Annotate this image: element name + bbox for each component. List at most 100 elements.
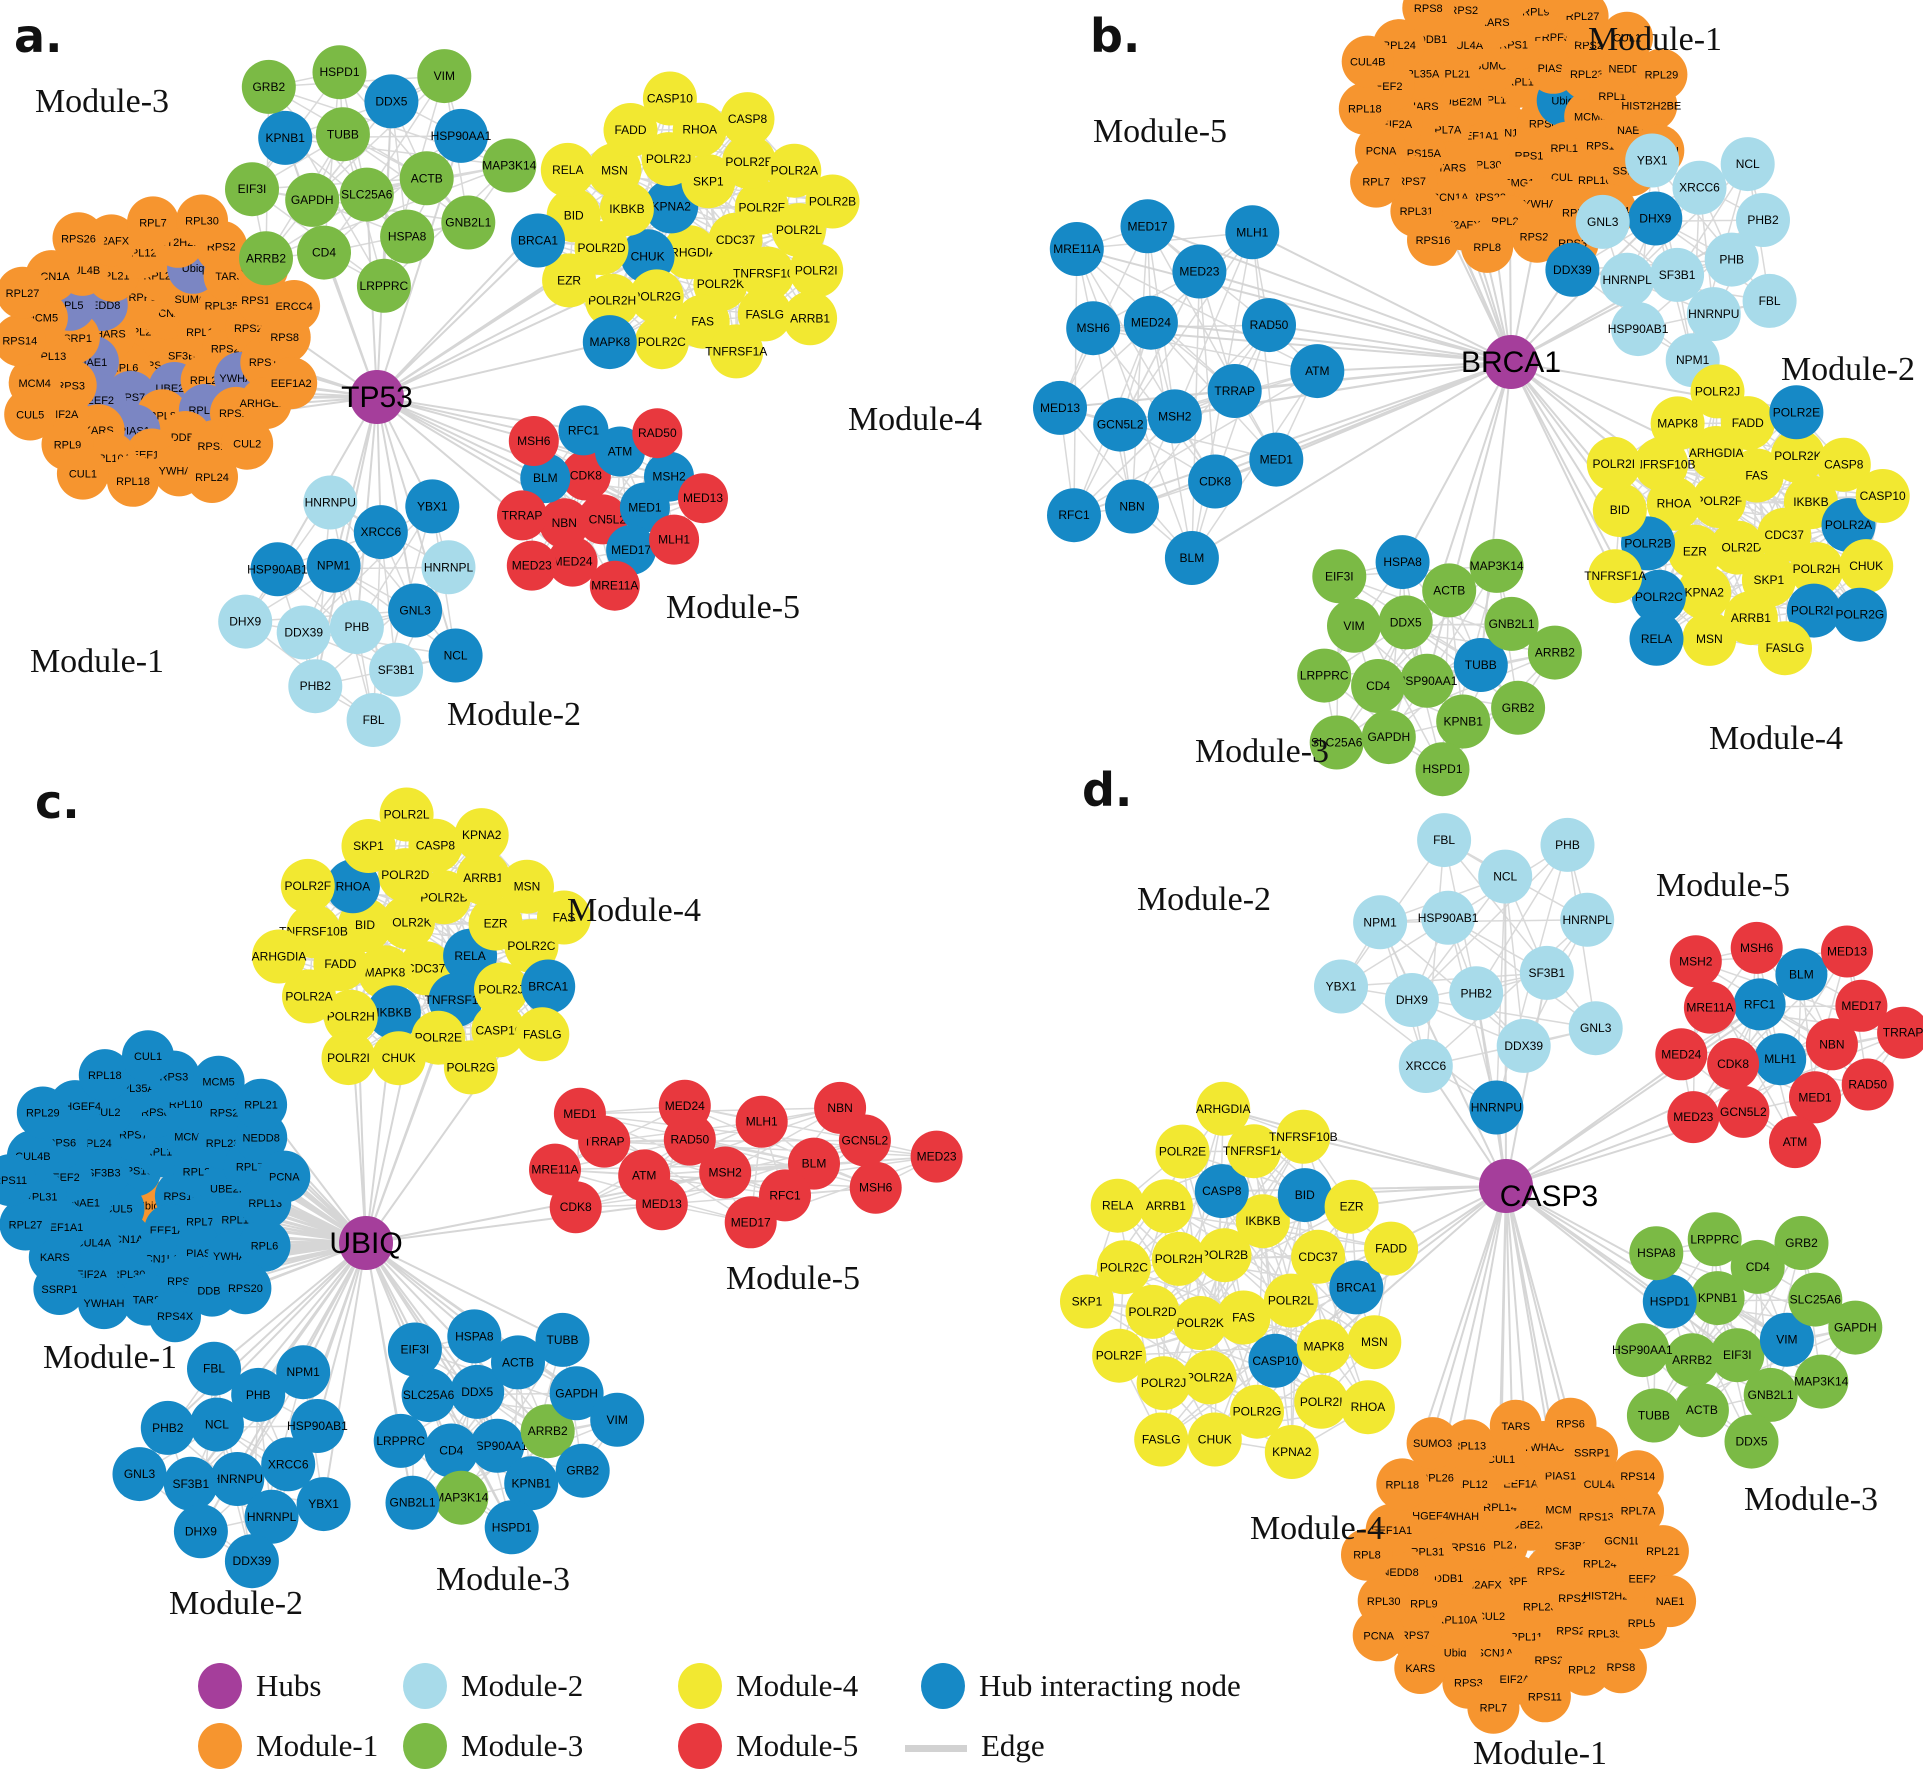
node-label: RPL10A	[1436, 1615, 1478, 1627]
node-label: MSH6	[1077, 321, 1111, 335]
module-label-module-4: Module-4	[848, 401, 982, 438]
node-VIM	[417, 49, 472, 104]
node-GAPDH	[1361, 710, 1416, 765]
node-label: TARS	[1438, 162, 1467, 174]
node-CASP8	[720, 92, 775, 147]
node-label: RPS2	[1537, 1566, 1566, 1578]
node-POLR2K	[1173, 1296, 1228, 1350]
node-LRPPRC	[1687, 1212, 1742, 1267]
node-label: RPL27	[6, 288, 40, 300]
node-PCNA	[1352, 1609, 1405, 1662]
node-label: PCNA	[269, 1172, 300, 1184]
node-label: YBX1	[417, 499, 448, 513]
node-label: RPL7	[139, 217, 167, 229]
node-RPL29	[1635, 48, 1688, 101]
node-label: GAPDH	[1367, 730, 1410, 744]
node-label: TNFRSF1A	[1584, 569, 1646, 583]
node-label: RPL7A	[1621, 1505, 1657, 1517]
node-label: CDC37	[1765, 528, 1805, 542]
module-label-module-3: Module-3	[1744, 1481, 1878, 1518]
node-MSN	[1347, 1315, 1402, 1370]
node-MAP3K14	[1794, 1354, 1849, 1409]
node-label: EIF3I	[401, 1343, 430, 1357]
node-label: CUL4B	[1584, 1479, 1619, 1491]
node-SSRP1	[33, 1263, 86, 1315]
node-SUMO3	[1406, 1417, 1459, 1470]
node-label: RHOA	[336, 879, 371, 893]
node-label: NCL	[1736, 157, 1760, 171]
node-label: MAP3K14	[434, 1491, 488, 1505]
node-label: EIF3I	[1723, 1348, 1752, 1362]
panel-letter-b: b.	[1090, 9, 1140, 63]
node-label: ARHGDIA	[1196, 1102, 1251, 1116]
node-GNB2L1	[385, 1475, 440, 1530]
node-POLR2F	[1691, 474, 1746, 528]
node-label: PHB	[246, 1388, 271, 1402]
node-label: ARHGDIA	[662, 245, 717, 259]
node-TNFRSF10B	[1634, 437, 1689, 492]
node-label: PHB2	[1747, 213, 1779, 227]
node-label: DDX5	[1735, 1435, 1767, 1449]
node-POLR2C	[1631, 569, 1686, 624]
node-label: RPL21	[1437, 69, 1471, 81]
node-label: SLC25A6	[341, 188, 393, 202]
node-label: HSP90AA1	[431, 129, 492, 143]
node-label: HSPA8	[388, 230, 427, 244]
node-TRRAP	[1877, 1006, 1923, 1059]
node-label: NCL	[1493, 870, 1517, 884]
node-label: EEF1A2	[271, 378, 312, 390]
node-label: TRRAP	[502, 508, 543, 522]
node-MSN	[500, 859, 554, 914]
node-XRCC6	[353, 505, 408, 560]
node-label: HARS	[95, 328, 126, 340]
node-label: MSH2	[1679, 954, 1713, 968]
node-label: HSPA8	[1637, 1246, 1676, 1260]
node-label: ERCC4	[275, 301, 312, 313]
node-label: NPM1	[1363, 915, 1397, 929]
node-MED24	[658, 1079, 711, 1132]
node-label: GRB2	[566, 1464, 599, 1478]
node-label: POLR2K	[384, 915, 431, 929]
node-label: HNRNPU	[305, 496, 356, 510]
node-label: RELA	[1102, 1199, 1133, 1213]
node-label: FASLG	[1142, 1433, 1181, 1447]
node-label: NPM1	[1676, 353, 1710, 367]
node-label: POLR2J	[1695, 384, 1740, 398]
node-CD4	[1730, 1239, 1785, 1294]
node-GNB2L1	[1484, 596, 1539, 651]
node-GNL3	[112, 1447, 167, 1502]
node-label: POLR2E	[415, 1031, 462, 1045]
node-label: POLR2G	[632, 289, 681, 303]
node-label: HSPD1	[492, 1520, 532, 1534]
node-TNFRSF1A	[709, 324, 764, 379]
node-GNB2L1	[1743, 1367, 1798, 1422]
node-label: CDK8	[1199, 475, 1231, 489]
node-label: CASP10	[1860, 489, 1906, 503]
node-label: ACTB	[1433, 583, 1465, 597]
node-label: RPS4X	[157, 1311, 194, 1323]
node-DDX39	[224, 1534, 279, 1589]
node-EIF3I	[1710, 1328, 1765, 1383]
node-label: BLM	[802, 1157, 827, 1171]
node-POLR2L	[1786, 583, 1841, 638]
node-HSPA8	[380, 209, 435, 264]
node-label: CUL1	[1487, 1454, 1515, 1466]
node-GRB2	[1491, 680, 1546, 735]
node-label: RPL13	[248, 1198, 282, 1210]
node-label: NBN	[552, 516, 577, 530]
node-KPNA2	[1264, 1425, 1319, 1479]
node-VIM	[1327, 598, 1381, 653]
node-label: EEF2	[87, 395, 115, 407]
node-POLR2H	[1789, 542, 1844, 597]
node-RPL18	[107, 454, 159, 507]
node-MAP3K14	[434, 1470, 489, 1525]
node-HNRNPL	[244, 1489, 299, 1544]
node-label: GAPDH	[1834, 1321, 1877, 1335]
node-YWHAH	[78, 1277, 130, 1330]
node-GRB2	[555, 1443, 610, 1498]
node-label: MSH6	[1740, 941, 1774, 955]
node-label: SKP1	[1754, 573, 1785, 587]
node-label: PHB	[1719, 253, 1744, 267]
node-FADD	[1364, 1221, 1419, 1276]
